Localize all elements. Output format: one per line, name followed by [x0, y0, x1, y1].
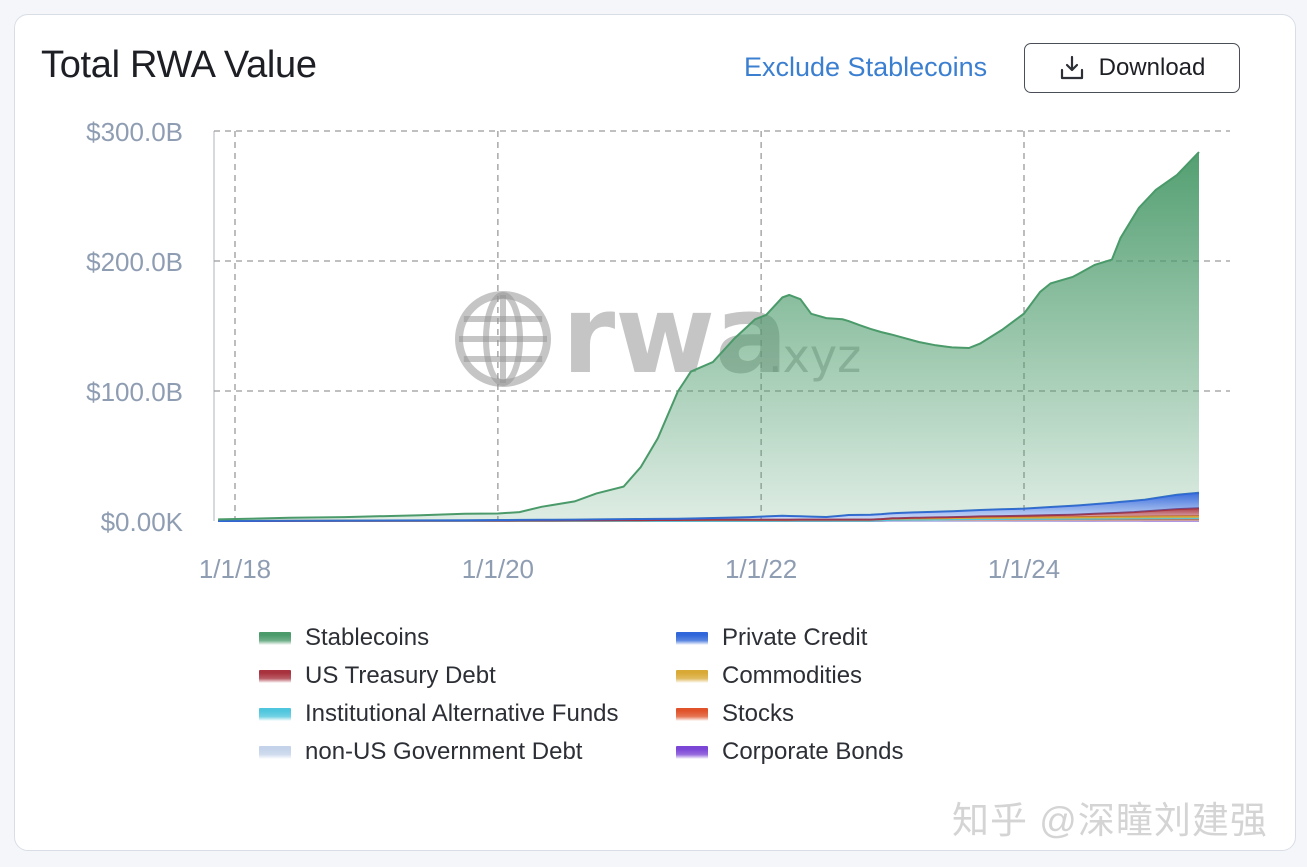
legend-item-corporate-bonds[interactable]: Corporate Bonds — [676, 738, 903, 766]
legend-label: non-US Government Debt — [305, 738, 583, 765]
download-label: Download — [1098, 54, 1206, 81]
legend-label: US Treasury Debt — [305, 662, 496, 689]
legend-label: Private Credit — [722, 624, 868, 651]
legend-label: Stablecoins — [305, 624, 430, 651]
area-private-credit — [218, 492, 1200, 521]
legend-label: Commodities — [722, 662, 863, 689]
line-stablecoins — [218, 151, 1200, 521]
legend-item-non-us-government-debt[interactable]: non-US Government Debt — [259, 738, 582, 766]
area-stablecoins — [218, 152, 1200, 521]
legend-label: Institutional Alternative Funds — [305, 700, 619, 727]
legend-label: Stocks — [722, 700, 795, 727]
legend-item-commodities[interactable]: Commodities — [676, 662, 862, 690]
chart-title: Total RWA Value — [41, 44, 317, 86]
legend-item-us-treasury-debt[interactable]: US Treasury Debt — [259, 662, 496, 690]
legend-label: Corporate Bonds — [722, 738, 904, 765]
legend-swatch — [676, 707, 708, 721]
x-tick-label: 1/1/24 — [988, 554, 1060, 584]
x-tick-label: 1/1/20 — [462, 554, 534, 584]
legend-swatch — [259, 669, 291, 683]
y-tick-label: $0.00K — [101, 507, 184, 537]
legend-swatch — [259, 745, 291, 759]
legend-item-private-credit[interactable]: Private Credit — [676, 624, 867, 652]
legend-item-stablecoins[interactable]: Stablecoins — [259, 624, 429, 652]
download-icon — [1060, 55, 1083, 80]
legend-swatch — [259, 707, 291, 721]
legend-swatch — [676, 631, 708, 645]
source-watermark: 知乎 @深瞳刘建强 — [952, 800, 1268, 841]
legend-item-stocks[interactable]: Stocks — [676, 700, 794, 728]
y-tick-label: $300.0B — [86, 117, 183, 147]
y-tick-label: $200.0B — [86, 247, 183, 277]
legend-swatch — [259, 631, 291, 645]
legend-item-institutional-alternative-funds[interactable]: Institutional Alternative Funds — [259, 700, 619, 728]
axes: $0.00K $100.0B $200.0B $300.0B 1/1/18 1/1/20 1… — [86, 117, 1060, 584]
download-button[interactable]: Download — [1024, 43, 1240, 93]
stacked-areas — [218, 151, 1200, 522]
y-tick-label: $100.0B — [86, 377, 183, 407]
legend-swatch — [676, 669, 708, 683]
x-tick-label: 1/1/18 — [199, 554, 271, 584]
exclude-stablecoins-toggle[interactable]: Exclude Stablecoins — [744, 52, 988, 82]
legend-swatch — [676, 745, 708, 759]
x-tick-label: 1/1/22 — [725, 554, 797, 584]
